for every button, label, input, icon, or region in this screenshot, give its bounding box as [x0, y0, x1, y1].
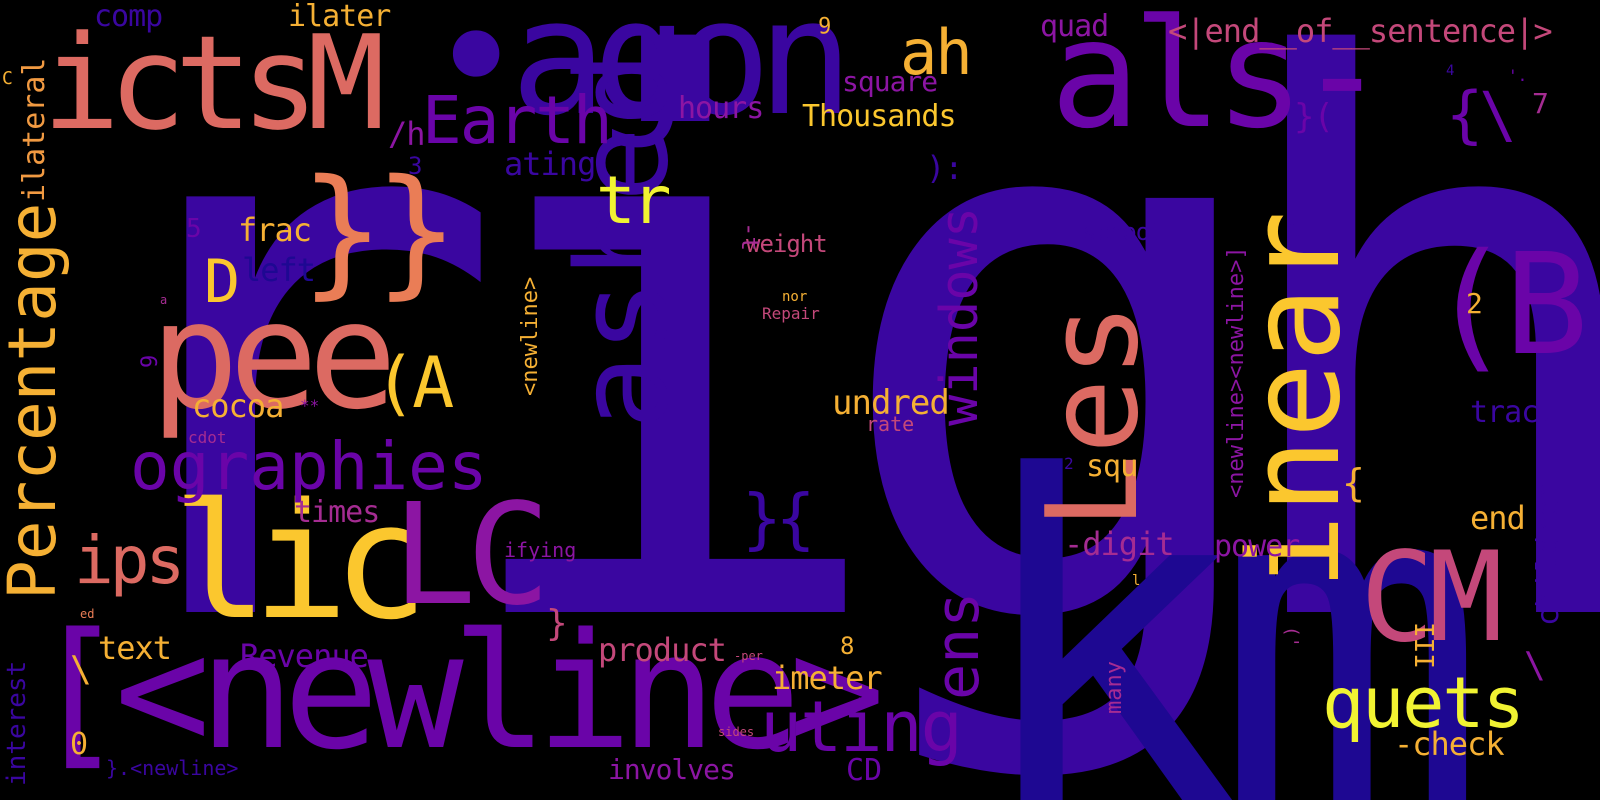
word-slash-h: /h	[388, 115, 426, 153]
word-brace-backslash: {\	[1446, 78, 1517, 151]
word-five: 5	[186, 214, 202, 244]
word-close-brace: }	[546, 603, 568, 644]
word-hours: hours	[678, 91, 764, 126]
word-two: 2	[1466, 287, 1483, 320]
word-children: children	[1531, 481, 1566, 627]
word-quets: quets	[1322, 662, 1525, 744]
word-comp: comp	[94, 0, 163, 34]
word-three: 3	[408, 152, 423, 180]
word-open-brace: {	[1342, 461, 1365, 505]
word-ilateral: ilateral	[17, 57, 52, 203]
word-asterisks: **	[300, 396, 320, 415]
word-nor: nor	[782, 289, 808, 305]
word-uting: uting	[760, 686, 963, 768]
word-weight: weight	[746, 230, 828, 258]
word-zero: 0	[70, 727, 89, 762]
word-school: school	[1082, 218, 1164, 246]
word-newline-vertical: <newline>	[518, 276, 543, 396]
word-les: Les	[1019, 302, 1166, 530]
word-cm: CM	[1360, 526, 1503, 670]
word-double-brace: }}	[300, 150, 459, 313]
word-ips: ips	[74, 522, 185, 599]
word-ifying: ifying	[504, 538, 577, 562]
word-d: D	[204, 247, 241, 317]
word-paren-quote: ('	[1281, 626, 1302, 648]
word-text: text	[98, 629, 172, 667]
word-product: product	[598, 631, 727, 669]
word-a: a	[160, 293, 168, 307]
word-repair: Repair	[762, 304, 820, 323]
word-many: many	[1102, 661, 1127, 714]
word-l: l	[1132, 573, 1141, 589]
word-brace-dot-newline: }.<newline>	[106, 756, 239, 780]
word-pee: pee	[150, 270, 397, 442]
word-lic: lic	[172, 468, 429, 655]
word-six: 6	[818, 11, 832, 36]
word-squ: squ	[1086, 449, 1138, 484]
word-km: km	[968, 383, 1488, 800]
word-ens: ens	[923, 591, 993, 700]
word-nine: 9	[138, 354, 163, 368]
word-cdot: cdot	[188, 428, 227, 447]
word-paren-a: (A	[374, 342, 454, 424]
word-imeter: imeter	[772, 659, 883, 697]
word-paren-b: (B	[1428, 224, 1589, 387]
word-thousands: Thousands	[802, 99, 957, 134]
word-tr: tr	[596, 162, 672, 239]
word-seven: 7	[1532, 87, 1549, 120]
word-lc: LC	[392, 474, 551, 637]
word-rate: rate	[866, 412, 915, 436]
word-paren-colon: ):	[926, 149, 964, 187]
word-ah: ah	[900, 16, 973, 89]
word-revenue: Revenue	[240, 637, 369, 675]
word-power: power	[1214, 529, 1300, 564]
word-percentage: Percentage	[0, 202, 71, 600]
word-check: -check	[1394, 725, 1505, 763]
word-left: left	[242, 251, 316, 289]
word-ed: ed	[80, 607, 95, 621]
word-ictsm: ictsM	[42, 7, 385, 159]
word-right: right	[52, 0, 1600, 792]
word-quad: quad	[1040, 9, 1109, 44]
word-digit: -digit	[1064, 525, 1175, 563]
word-two-small: 2	[1064, 454, 1074, 473]
word-ographies: ographies	[130, 428, 488, 505]
word-interest: interest	[2, 660, 32, 786]
word-times: times	[294, 495, 380, 530]
word-cocoa: cocoa	[192, 387, 284, 425]
word-ating: ating	[504, 145, 596, 183]
word-per: -per	[734, 649, 763, 663]
word-als: als-	[1050, 0, 1387, 162]
word-newline-bracket: [<newline>	[30, 598, 885, 785]
word-eight: 8	[840, 632, 855, 660]
word-involves: involves	[608, 753, 736, 786]
word-agon: •agon	[428, 0, 854, 151]
word-brace-paren: }(	[1294, 97, 1334, 137]
word-backslash-right: \	[1524, 645, 1546, 686]
word-tract: tract	[1470, 395, 1556, 430]
word-one: 1	[1288, 218, 1301, 242]
word-double-newline-vertical: <newline><newline>]	[1224, 246, 1249, 498]
word-quote-dot: '.	[1508, 66, 1528, 85]
word-backslash-left: \	[70, 649, 92, 690]
word-iii: III	[1408, 622, 1438, 669]
word-frac: frac	[238, 211, 312, 249]
word-c: C	[2, 68, 13, 89]
word-minus-t: -t	[736, 222, 764, 251]
word-brace-pair: }{	[742, 480, 816, 557]
word-end-of-sentence: <|end__of__sentence|>	[1168, 12, 1553, 50]
word-undred: undred	[832, 383, 950, 423]
word-four: 4	[1446, 63, 1455, 79]
word-end: end	[1470, 499, 1526, 537]
word-earth: Earth	[422, 82, 613, 159]
word-square: square	[842, 65, 938, 98]
word-sides: sides	[718, 725, 755, 739]
word-ilater: ilater	[288, 0, 391, 34]
word-cd: CD	[846, 753, 883, 788]
